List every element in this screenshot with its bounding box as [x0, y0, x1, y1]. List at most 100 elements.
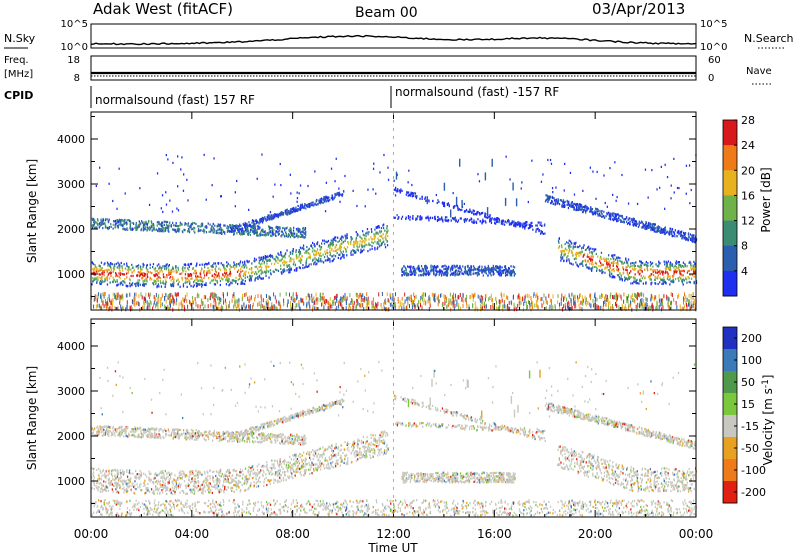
echo-point: [675, 262, 678, 265]
echo-point: [242, 232, 244, 235]
echo-point: [468, 219, 470, 222]
clutter-point: [650, 293, 652, 298]
echo-point: [234, 230, 236, 233]
clutter-point: [413, 303, 415, 308]
echo-point: [607, 265, 609, 268]
echo-point: [425, 266, 427, 269]
echo-point: [489, 217, 491, 220]
echo-point: [140, 272, 142, 275]
echo-point: [403, 273, 406, 276]
echo-point: [682, 278, 685, 281]
echo-point: [586, 255, 588, 258]
echo-point: [198, 229, 200, 232]
echo-point: [116, 221, 118, 224]
echo-point: [627, 218, 629, 221]
clutter-point: [266, 294, 267, 298]
echo-point: [659, 281, 661, 284]
echo-point: [344, 239, 346, 242]
echo-point: [602, 271, 604, 274]
echo-point: [253, 257, 256, 260]
echo-point: [377, 232, 379, 236]
clutter-point: [274, 295, 276, 300]
echo-point: [222, 274, 224, 277]
echo-point: [273, 214, 275, 217]
echo-point: [231, 282, 233, 285]
echo-point: [695, 238, 698, 241]
clutter-point: [537, 298, 539, 303]
clutter-point: [444, 298, 446, 303]
echo-point: [236, 270, 239, 273]
clutter-point: [643, 293, 645, 298]
echo-point: [442, 265, 445, 268]
echo-point: [116, 280, 118, 283]
echo-point: [690, 238, 692, 241]
clutter-point: [507, 296, 509, 301]
echo-point: [346, 233, 348, 236]
echo-point: [135, 221, 137, 225]
clutter-point: [688, 302, 689, 307]
clutter-point: [106, 305, 107, 310]
echo-point: [613, 270, 615, 273]
clutter-point: [167, 304, 169, 309]
echo-point: [149, 278, 151, 281]
echo-point: [575, 251, 578, 254]
echo-point: [338, 193, 340, 196]
clutter-point: [153, 303, 155, 308]
echo-point: [298, 266, 300, 269]
echo-point: [529, 226, 531, 229]
clutter-point: [604, 299, 606, 304]
echo-point: [260, 218, 262, 221]
echo-point: [187, 224, 189, 227]
echo-point: [618, 276, 620, 279]
echo-point: [605, 259, 608, 262]
echo-point: [146, 273, 148, 276]
echo-point: [230, 272, 232, 275]
echo-point: [156, 264, 158, 267]
echo-point: [663, 228, 665, 231]
echo-point: [334, 246, 336, 249]
echo-point: [282, 262, 284, 265]
echo-point: [401, 274, 403, 277]
echo-point: [484, 269, 486, 273]
clutter-point: [535, 294, 537, 299]
echo-point: [453, 218, 455, 221]
echo-point: [206, 272, 208, 275]
echo-point: [120, 272, 122, 275]
echo-point: [124, 228, 127, 231]
echo-point: [139, 224, 141, 227]
echo-point: [407, 191, 410, 194]
echo-point: [355, 238, 357, 241]
echo-point: [321, 201, 323, 204]
echo-point: [340, 193, 342, 196]
clutter-point: [581, 295, 583, 300]
clutter-point: [587, 300, 589, 305]
echo-point: [375, 231, 377, 235]
echo-point: [604, 259, 606, 262]
nsky-label: N.Sky: [4, 32, 36, 45]
echo-point: [445, 274, 447, 277]
clutter-point: [566, 297, 568, 302]
echo-point: [654, 223, 656, 226]
echo-point: [292, 234, 295, 237]
echo-point: [354, 240, 356, 243]
clutter-point: [272, 305, 274, 310]
echo-point: [485, 269, 487, 272]
echo-point: [508, 223, 511, 226]
echo-point: [568, 258, 570, 261]
clutter-point: [582, 298, 584, 303]
echo-point: [165, 226, 167, 229]
echo-point: [680, 231, 682, 234]
clutter-point: [640, 301, 642, 306]
echo-point: [496, 265, 498, 268]
echo-point: [107, 264, 109, 267]
clutter-point: [331, 304, 333, 309]
echo-point: [414, 267, 416, 270]
echo-point: [604, 271, 606, 274]
clutter-point: [645, 297, 647, 301]
echo-point: [259, 226, 261, 229]
echo-point: [142, 284, 144, 287]
echo-point: [345, 235, 347, 238]
echo-point: [254, 223, 256, 226]
echo-point: [160, 227, 163, 230]
echo-point: [258, 234, 260, 237]
